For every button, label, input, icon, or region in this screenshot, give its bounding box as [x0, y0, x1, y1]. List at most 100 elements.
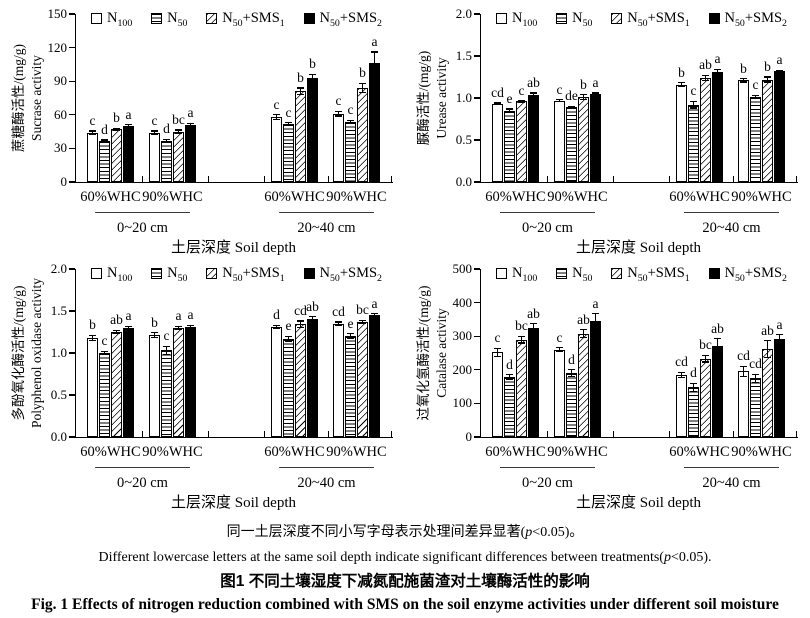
- significance-letter: b: [309, 56, 316, 72]
- bar-N50+SMS1-group3: [295, 91, 306, 182]
- y-axis-tick: [474, 302, 480, 304]
- error-bar-cap-bottom: [151, 337, 158, 339]
- error-bar-cap-bottom: [702, 79, 709, 81]
- error-bar-cap-bottom: [175, 328, 182, 331]
- y-axis-tick-label: 0.0: [455, 174, 472, 189]
- legend: N100 N50 N50+SMS1 N50+SMS2: [496, 10, 787, 29]
- error-bar-cap-bottom: [89, 339, 96, 341]
- y-axis-tick: [474, 402, 480, 405]
- error-bar-cap-top: [359, 319, 366, 321]
- x-axis-tick: [264, 431, 266, 437]
- y-axis-tick-label: 1.5: [455, 48, 472, 63]
- error-bar-cap-top: [347, 119, 354, 121]
- error-bar-cap-bottom: [776, 71, 783, 73]
- significance-letter: b: [359, 65, 366, 81]
- significance-letter: a: [776, 52, 783, 68]
- significance-letter: a: [592, 74, 599, 90]
- y-axis-tick: [69, 352, 75, 354]
- error-bar-cap-top: [297, 320, 304, 322]
- error-bar-cap-top: [580, 94, 587, 96]
- y-axis-tick: [69, 114, 75, 116]
- y-axis-title: 脲酶活性/(mg/g) Urease activity: [416, 50, 449, 146]
- bar-N50-group1: [504, 110, 515, 182]
- error-bar: [299, 321, 302, 328]
- y-axis-tick: [474, 268, 480, 270]
- significance-letter: b: [580, 76, 587, 92]
- error-bar: [177, 326, 180, 330]
- error-bar: [127, 326, 130, 330]
- y-axis-tick: [69, 80, 75, 82]
- error-bar-cap-bottom: [556, 351, 563, 353]
- legend-swatch-diag: [611, 268, 623, 279]
- error-bar-cap-top: [530, 323, 537, 325]
- error-bar-cap-bottom: [297, 327, 304, 329]
- error-bar-cap-bottom: [347, 338, 354, 340]
- x-axis-tick: [613, 431, 615, 437]
- significance-letter: d: [101, 122, 108, 137]
- error-bar: [520, 100, 523, 103]
- legend-label: N100: [107, 10, 133, 29]
- error-bar: [361, 320, 364, 324]
- error-bar-cap-bottom: [580, 337, 587, 339]
- bar-N50-group2: [161, 350, 172, 437]
- error-bar-cap-bottom: [101, 141, 108, 143]
- significance-letter: bc: [356, 302, 369, 318]
- x-axis-tick: [327, 176, 329, 182]
- legend-item-N50+SMS2: N50+SMS2: [708, 10, 787, 29]
- bar-N100-group3: [271, 326, 282, 437]
- bar-N100-group3: [676, 374, 687, 437]
- legend-label: N50+SMS2: [724, 10, 787, 29]
- significance-letter: e: [506, 90, 513, 106]
- legend-swatch-diag: [206, 268, 218, 279]
- error-bar-cap-top: [678, 371, 685, 373]
- error-bar-cap-bottom: [494, 355, 501, 357]
- error-bar-cap-bottom: [113, 129, 120, 132]
- bar-N50+SMS1-group1: [516, 101, 527, 182]
- bar-N100-group4: [333, 323, 344, 437]
- legend-swatch-solid: [708, 13, 720, 24]
- error-bar-cap-top: [187, 122, 194, 124]
- legend-label: N50+SMS1: [627, 10, 690, 29]
- legend-item-N50: N50: [151, 265, 187, 283]
- bar-N50-group2: [566, 107, 577, 182]
- significance-letter: c: [556, 81, 563, 97]
- x-axis-title: 土层深度 Soil depth: [170, 495, 296, 511]
- error-bar-cap-bottom: [518, 101, 525, 103]
- whc-group-label: 90%WHC: [731, 189, 792, 205]
- bar-N50+SMS1-group2: [578, 333, 589, 437]
- bar-N50+SMS1-group2: [173, 131, 184, 182]
- legend-swatch-plain: [91, 13, 102, 24]
- polyphenol-oxidase-activity-chart: 0.0 0.5 1.0 1.5 2.0 b b d cd c c e e ab a cd bc a a ab a N100…: [0, 255, 405, 515]
- error-bar-cap-top: [163, 345, 170, 347]
- error-bar-cap-bottom: [678, 85, 685, 87]
- error-bar-cap-top: [592, 92, 599, 94]
- bar-N50+SMS2-group3: [712, 71, 723, 182]
- significance-letter: cd: [294, 303, 307, 319]
- error-bar: [520, 336, 523, 343]
- legend-item-N50+SMS1: N50+SMS1: [611, 265, 690, 283]
- whc-group-label: 90%WHC: [142, 444, 203, 460]
- significance-letter: a: [125, 106, 132, 122]
- error-bar: [558, 347, 561, 352]
- error-bar-cap-top: [506, 108, 513, 110]
- error-bar-cap-top: [690, 100, 697, 102]
- error-bar-cap-bottom: [556, 100, 563, 102]
- error-bar-cap-top: [285, 335, 292, 337]
- whc-group-label: 60%WHC: [80, 444, 141, 460]
- error-bar-cap-top: [494, 347, 501, 349]
- y-axis-tick: [69, 47, 75, 49]
- legend-item-N50+SMS2: N50+SMS2: [303, 10, 382, 28]
- significance-letter: d: [506, 356, 513, 372]
- bar-N50+SMS1-group4: [762, 79, 773, 182]
- error-bar-cap-top: [740, 78, 747, 80]
- bar-N50+SMS2-group1: [528, 327, 539, 437]
- significance-letter: c: [347, 102, 354, 118]
- legend-item-N50+SMS2: N50+SMS2: [708, 265, 787, 283]
- error-bar: [287, 336, 290, 342]
- y-axis-tick-label: 1.5: [50, 303, 67, 318]
- error-bar: [778, 70, 781, 72]
- x-axis-tick: [732, 431, 734, 437]
- error-bar-cap-top: [764, 76, 771, 78]
- error-bar-cap-top: [297, 87, 304, 89]
- error-bar-cap-top: [163, 138, 170, 141]
